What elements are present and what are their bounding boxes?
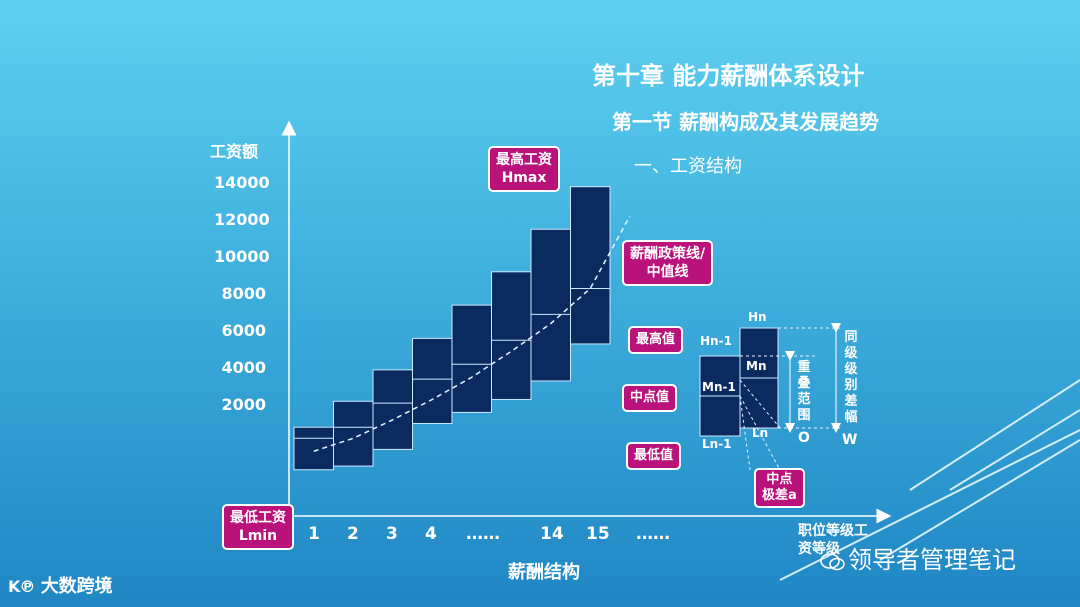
x-tick-label: …… [466,524,500,544]
mid-value-callout: 中点值 [622,384,678,412]
label-mn-1: Mn-1 [702,380,736,394]
y-axis-label: 工资额 [210,142,259,161]
mid-diff-label-2: 极差a [762,488,797,503]
watermark-text: 领导者管理笔记 [848,546,1016,574]
overlap-range-label: 重叠范围 [797,360,811,423]
policy-callout: 薪酬政策线/ 中值线 [622,240,714,286]
section-title: 第一节 薪酬构成及其发展趋势 [612,110,879,134]
label-hn: Hn [748,310,767,324]
label-ln: Ln [752,426,769,440]
salary-range-bar [530,228,571,382]
min-value-callout: 最低值 [626,442,682,470]
y-tick-label: 8000 [221,284,266,303]
hmax-callout: 最高工资 Hmax [488,146,560,192]
x-tick-label: 4 [425,524,437,544]
x-tick-label: 1 [308,524,320,544]
x-tick-label: 3 [386,524,398,544]
brand-logo: K℗ 大数跨境 [8,572,113,598]
mid-diff-callout: 中点 极差a [754,468,805,508]
salary-range-bar [570,186,611,345]
chapter-title: 第十章 能力薪酬体系设计 [592,62,865,90]
wechat-icon [820,553,845,571]
lmin-symbol: Lmin [238,528,278,544]
lmin-callout: 最低工资 Lmin [222,504,294,550]
y-tick-label: 6000 [221,321,266,340]
x-axis-label: 薪酬结构 [508,562,580,583]
policy-label: 薪酬政策线/ [630,246,706,262]
decorative-lines [779,379,1080,581]
grade-diff-label: 同级级别差幅 [844,330,858,425]
salary-range-bar [372,369,413,450]
x-tick-label: 14 [540,524,564,544]
mid-diff-label: 中点 [766,472,793,487]
y-tick-label: 4000 [221,358,266,377]
x-tick-label: …… [636,524,670,544]
lmin-label: 最低工资 [230,510,286,526]
x-tick-label: 2 [347,524,359,544]
y-tick-label: 2000 [221,395,266,414]
subsection-title: 一、工资结构 [634,156,742,177]
hmax-symbol: Hmax [501,170,547,186]
salary-range-bar [491,271,532,400]
x-tick-label: 15 [586,524,610,544]
label-w: W [842,432,858,448]
label-ln-1: Ln-1 [702,437,732,451]
y-tick-label: 14000 [214,173,270,192]
label-mn: Mn [746,359,767,373]
logo-text: 大数跨境 [40,576,113,597]
salary-range-bar [412,337,453,424]
y-tick-label: 10000 [214,247,270,266]
policy-line [313,215,631,452]
label-hn-1: Hn-1 [700,334,732,348]
label-o: O [798,430,810,446]
salary-range-bar [333,400,374,467]
logo-mark-icon: K℗ [8,577,35,596]
y-tick-label: 12000 [214,210,270,229]
inset-diagram [699,323,841,471]
policy-label-2: 中值线 [646,264,689,280]
salary-range-bar [293,426,334,471]
max-value-callout: 最高值 [628,326,684,354]
hmax-label: 最高工资 [496,152,552,168]
x-axis-end-label: 职位等级工资等级 [798,523,868,557]
salary-range-bar [451,304,492,413]
